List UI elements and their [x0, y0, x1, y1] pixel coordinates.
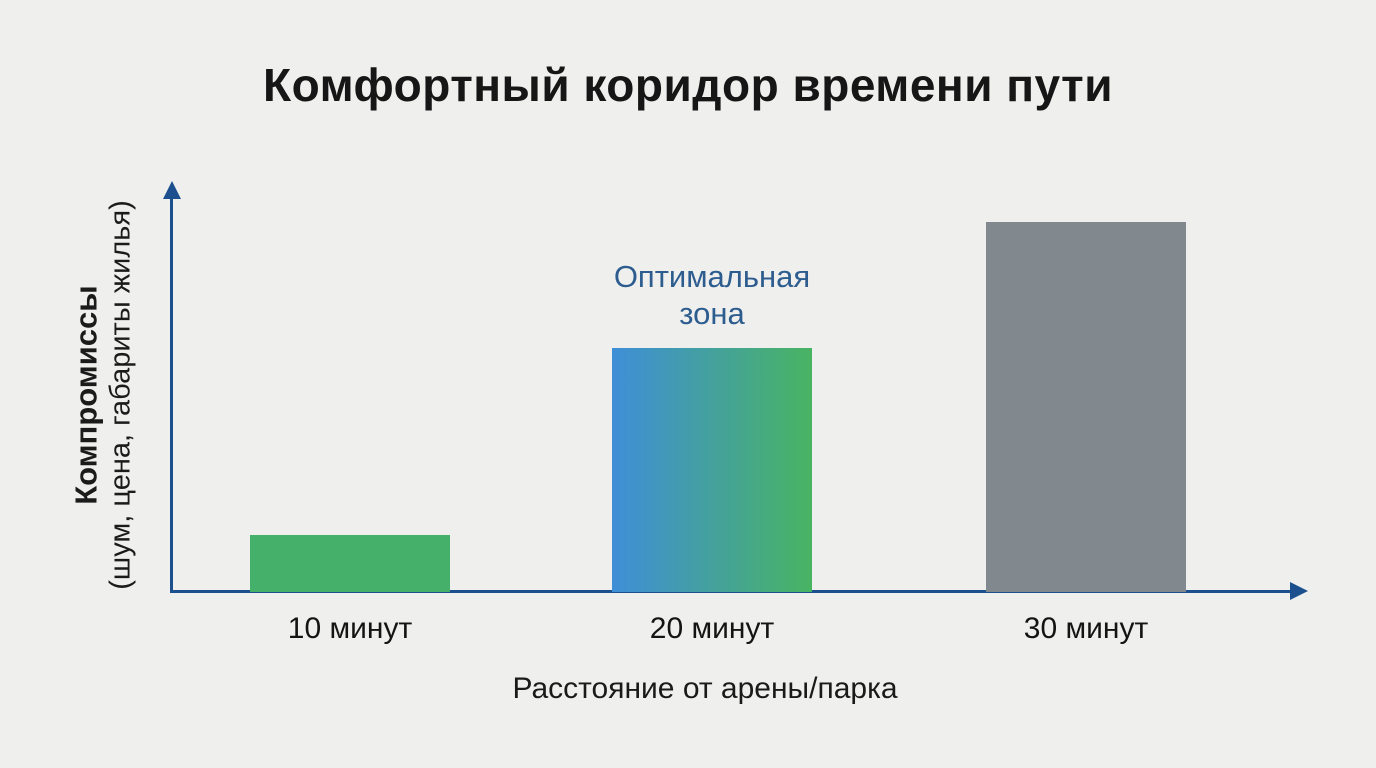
x-axis-title: Расстояние от арены/парка: [512, 672, 898, 705]
bar-10-minutes: [250, 535, 450, 592]
chart-title: Комфортный коридор времени пути: [263, 59, 1113, 111]
y-axis-label-sub: (шум, цена, габариты жилья): [104, 200, 137, 590]
y-axis-label: Компромиссы (шум, цена, габариты жилья): [69, 200, 138, 589]
x-axis-arrow-icon: [1290, 582, 1308, 600]
bar-20-minutes: [612, 348, 812, 592]
y-axis-line: [170, 197, 173, 592]
x-tick-label-10-minutes: 10 минут: [287, 612, 413, 645]
y-axis-label-main: Компромиссы: [68, 285, 104, 505]
x-tick-label-20-minutes: 20 минут: [649, 612, 775, 645]
bar-30-minutes: [986, 222, 1186, 592]
x-tick-label-30-minutes: 30 минут: [1023, 612, 1149, 645]
y-axis-arrow-icon: [163, 181, 181, 199]
annotation-optimal-zone: Оптимальная зона: [613, 259, 811, 332]
